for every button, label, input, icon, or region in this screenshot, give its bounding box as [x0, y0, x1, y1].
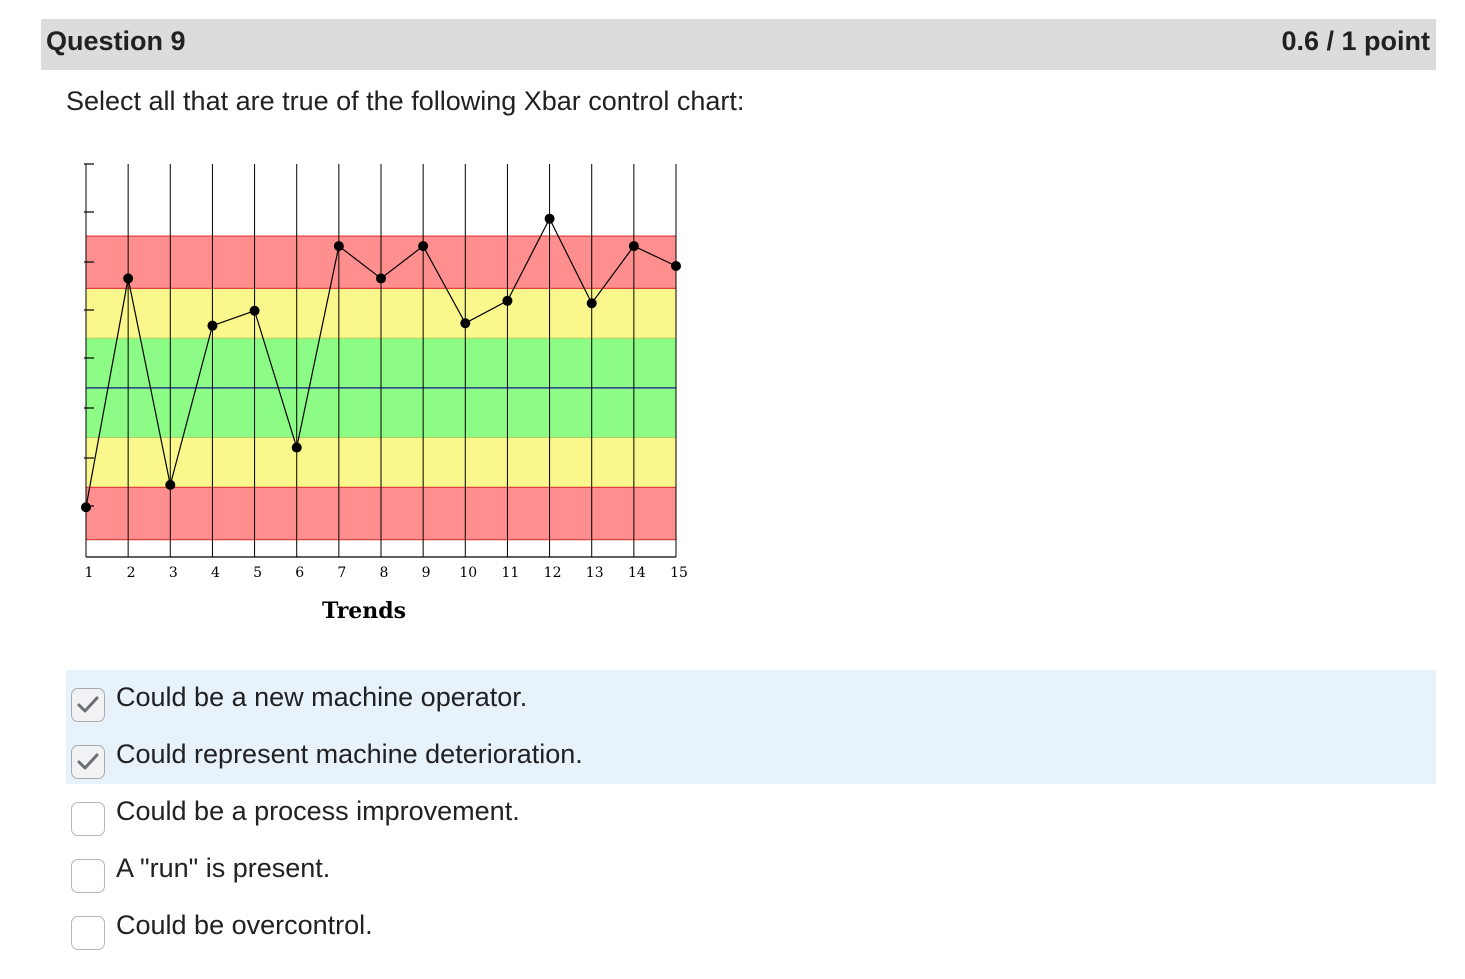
x-tick-label: 12 — [544, 565, 562, 581]
data-point — [249, 305, 260, 316]
data-point — [291, 442, 302, 453]
data-point — [376, 273, 386, 284]
x-tick-label: 15 — [670, 565, 688, 581]
x-tick-label: 5 — [253, 565, 262, 581]
xbar-control-chart: 1 2 3 4 5 6 7 8 9 10 11 12 13 14 15 Trends — [60, 150, 720, 640]
answer-checkbox-checked[interactable] — [71, 688, 105, 722]
answer-checkbox[interactable] — [71, 859, 105, 893]
data-point — [123, 273, 134, 284]
question-points: 0.6 / 1 point — [1281, 26, 1430, 56]
x-tick-label: 8 — [380, 565, 389, 581]
answer-label: A "run" is present. — [116, 853, 331, 883]
x-tick-label: 9 — [422, 565, 431, 581]
answer-checkbox-checked[interactable] — [71, 745, 105, 779]
data-point — [671, 260, 681, 271]
x-tick-label: 11 — [502, 565, 520, 581]
check-icon — [77, 753, 99, 770]
check-icon — [77, 696, 99, 713]
x-tick-label: 7 — [337, 565, 346, 581]
data-point — [502, 295, 513, 306]
data-point — [418, 241, 429, 252]
answer-label: Could represent machine deterioration. — [116, 739, 583, 769]
data-point — [544, 213, 555, 224]
answer-option[interactable]: Could be overcontrol. — [66, 898, 1436, 955]
answer-option[interactable]: Could be a process improvement. — [66, 784, 1436, 841]
x-tick-label: 14 — [628, 565, 646, 581]
x-tick-label: 3 — [169, 565, 178, 581]
data-point — [586, 298, 597, 309]
answer-option[interactable]: A "run" is present. — [66, 841, 1436, 898]
data-point — [81, 502, 91, 513]
x-tick-label: 10 — [459, 565, 477, 581]
x-tick-label: 2 — [127, 565, 136, 581]
x-tick-label: 4 — [211, 565, 220, 581]
data-point — [333, 241, 344, 252]
x-axis-title: Trends — [322, 598, 406, 624]
question-header: Question 9 0.6 / 1 point — [41, 19, 1436, 70]
question-title: Question 9 — [46, 26, 186, 56]
answer-option[interactable]: Could represent machine deterioration. — [66, 727, 1436, 784]
x-tick-label: 13 — [586, 565, 604, 581]
question-prompt: Select all that are true of the followin… — [66, 86, 745, 116]
data-point — [628, 241, 639, 252]
answer-checkbox[interactable] — [71, 802, 105, 836]
answer-label: Could be a process improvement. — [116, 796, 520, 826]
data-point — [165, 479, 176, 490]
answer-label: Could be overcontrol. — [116, 910, 373, 940]
x-tick-label: 1 — [85, 565, 94, 581]
answer-option[interactable]: Could be a new machine operator. — [66, 670, 1436, 727]
answer-label: Could be a new machine operator. — [116, 682, 528, 712]
x-tick-label: 6 — [295, 565, 304, 581]
answer-checkbox[interactable] — [71, 916, 105, 950]
data-point — [207, 320, 218, 331]
answer-list: Could be a new machine operator. Could r… — [66, 670, 1436, 955]
data-point — [460, 318, 471, 329]
